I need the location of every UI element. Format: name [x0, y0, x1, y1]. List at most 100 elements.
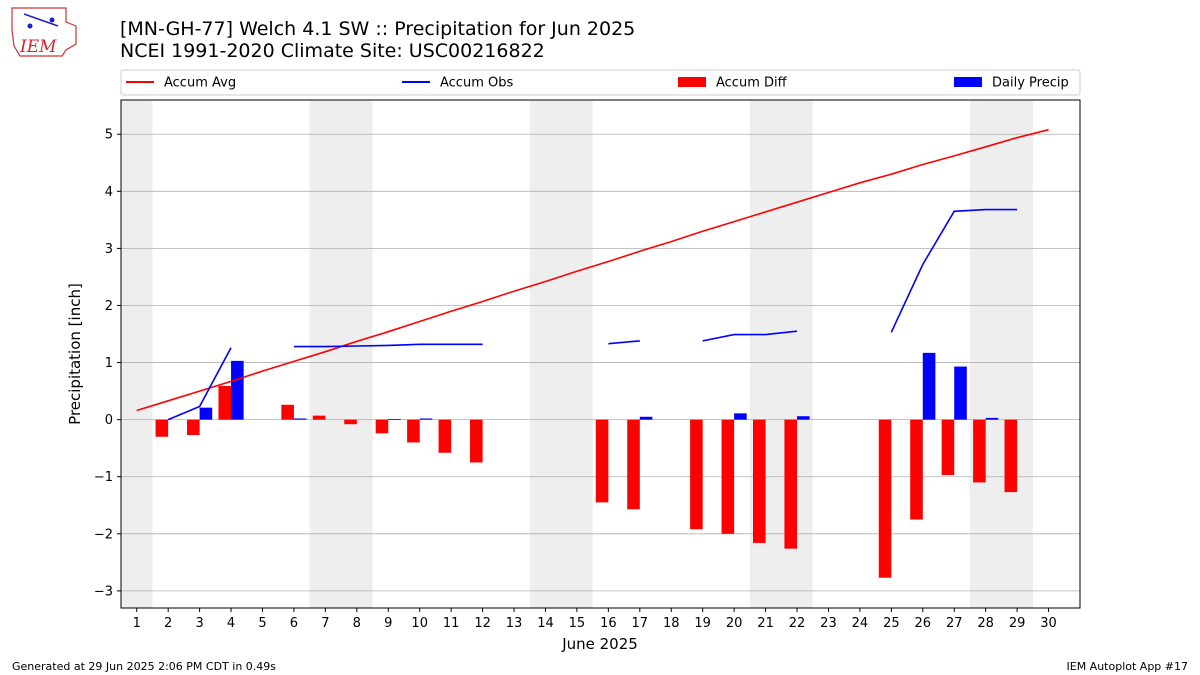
accum-diff-bar: [973, 419, 986, 483]
x-tick-label: 5: [258, 616, 266, 631]
legend-swatch: [954, 77, 982, 87]
accum-diff-bar: [941, 419, 955, 476]
x-tick-label: 28: [977, 616, 994, 631]
x-tick-label: 18: [663, 616, 680, 631]
accum-diff-bar: [1004, 419, 1018, 493]
accum-diff-bar: [281, 404, 294, 420]
x-tick-label: 16: [600, 616, 617, 631]
y-axis-label: Precipitation [inch]: [66, 283, 84, 425]
accum-diff-bar: [155, 419, 169, 437]
footer-app: IEM Autoplot App #17: [1067, 660, 1189, 673]
legend-label: Accum Obs: [440, 76, 513, 91]
y-tick-label: −3: [94, 584, 113, 599]
y-tick-label: 3: [105, 242, 113, 257]
accum-diff-bar: [218, 385, 232, 420]
x-tick-label: 10: [411, 616, 428, 631]
accum-diff-bar: [690, 419, 703, 530]
x-tick-label: 20: [726, 616, 743, 631]
x-tick-label: 7: [321, 616, 329, 631]
accum-diff-bar: [407, 419, 420, 443]
x-tick-label: 24: [852, 616, 869, 631]
logo-dot-icon: [49, 17, 55, 23]
accum-obs-line: [608, 340, 640, 345]
x-tick-label: 25: [883, 616, 900, 631]
x-tick-label: 9: [384, 616, 392, 631]
y-tick-label: 5: [105, 128, 113, 143]
y-tick-label: 1: [105, 356, 113, 371]
x-tick-label: 26: [915, 616, 932, 631]
accum-diff-bar: [784, 419, 798, 549]
iowa-outline-icon: [11, 7, 77, 57]
y-tick-label: −2: [94, 527, 113, 542]
accum-diff-bar: [627, 419, 640, 510]
legend: Accum Avg Accum Obs Accum Diff Daily Precip: [120, 69, 1081, 96]
daily-precip-bar: [639, 416, 653, 420]
accum-diff-bar: [344, 419, 357, 425]
x-tick-label: 4: [227, 616, 235, 631]
accum-diff-bar: [470, 419, 483, 463]
daily-precip-bar: [734, 413, 747, 420]
daily-precip-bar: [419, 418, 433, 420]
footer-generated: Generated at 29 Jun 2025 2:06 PM CDT in …: [12, 660, 276, 673]
x-tick-label: 22: [789, 616, 806, 631]
x-tick-label: 13: [506, 616, 523, 631]
y-tick-label: 2: [105, 299, 113, 314]
accum-diff-bar: [878, 419, 892, 578]
plot-frame: [120, 99, 1081, 609]
daily-precip-bar: [199, 407, 213, 420]
iem-logo: IEM: [11, 7, 77, 57]
accum-obs-line: [702, 330, 798, 342]
x-tick-label: 27: [946, 616, 963, 631]
y-tick-label: −1: [94, 470, 113, 485]
legend-label: Accum Avg: [164, 76, 236, 91]
accum-diff-bar: [910, 419, 923, 520]
x-axis-label: June 2025: [561, 635, 638, 653]
y-tick-label: 0: [105, 413, 113, 428]
x-tick-label: 11: [443, 616, 460, 631]
daily-precip-bar: [954, 366, 967, 420]
daily-precip-bar: [293, 418, 307, 420]
logo-line-icon: [23, 13, 59, 27]
x-tick-label: 19: [694, 616, 711, 631]
y-tick-label: 4: [105, 185, 113, 200]
x-tick-label: 12: [474, 616, 491, 631]
accum-diff-bar: [312, 415, 326, 420]
x-tick-label: 1: [133, 616, 141, 631]
x-tick-label: 30: [1040, 616, 1057, 631]
legend-label: Accum Diff: [716, 76, 788, 91]
x-tick-label: 29: [1009, 616, 1026, 631]
accum-obs-line: [167, 347, 232, 421]
chart-subtitle: NCEI 1991-2020 Climate Site: USC00216822: [120, 40, 545, 62]
accum-obs-line: [293, 343, 483, 348]
x-tick-label: 23: [820, 616, 837, 631]
accum-diff-bar: [438, 419, 452, 453]
daily-precip-bar: [388, 419, 401, 420]
accum-diff-bar: [752, 419, 766, 543]
x-tick-label: 2: [164, 616, 172, 631]
weekend-band: [121, 100, 153, 608]
logo-text: IEM: [19, 37, 57, 57]
x-tick-label: 21: [757, 616, 774, 631]
daily-precip-bar: [797, 416, 810, 420]
chart-title: [MN-GH-77] Welch 4.1 SW :: Precipitation…: [120, 18, 635, 40]
accum-diff-bar: [187, 419, 200, 436]
accum-diff-bar: [595, 419, 609, 503]
x-tick-label: 15: [569, 616, 586, 631]
x-tick-label: 6: [290, 616, 298, 631]
daily-precip-bar: [231, 360, 244, 420]
x-tick-label: 14: [537, 616, 554, 631]
legend-label: Daily Precip: [992, 76, 1069, 91]
accum-diff-bar: [375, 419, 389, 434]
daily-precip-bar: [985, 417, 999, 420]
legend-box: [120, 69, 1081, 96]
accum-diff-bar: [721, 419, 735, 534]
accum-obs-line: [890, 208, 1018, 333]
logo-dot-icon: [27, 23, 33, 29]
legend-swatch: [678, 77, 706, 87]
weekend-band: [529, 100, 593, 608]
x-tick-label: 8: [353, 616, 361, 631]
weekend-band: [969, 100, 1033, 608]
daily-precip-bar: [922, 352, 936, 420]
accum-avg-line: [136, 128, 1049, 412]
